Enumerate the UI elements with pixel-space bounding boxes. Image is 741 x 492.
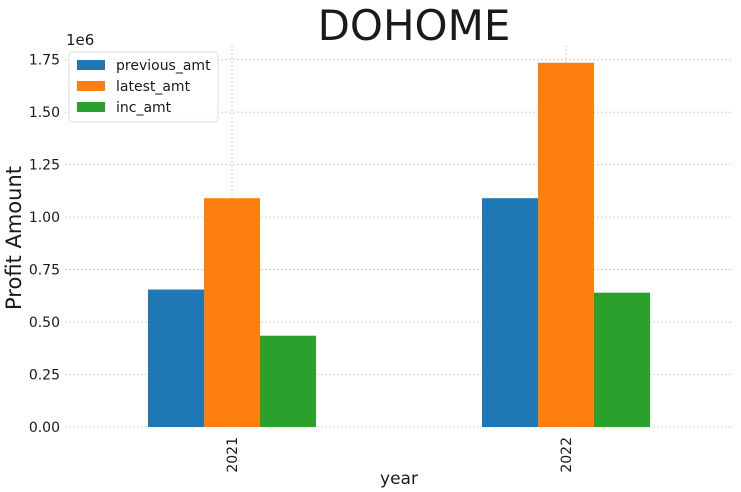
x-axis-label: year: [380, 469, 418, 489]
bar-previous_amt-2022: [482, 198, 538, 427]
y-tick-label: 0.50: [29, 315, 60, 331]
legend-box: [68, 51, 219, 123]
legend-label-latest_amt: latest_amt: [116, 79, 191, 95]
chart-title: DOHOME: [318, 1, 511, 50]
legend-swatch-latest_amt: [77, 81, 105, 91]
legend-swatch-previous_amt: [77, 60, 105, 70]
y-offset-label: 1e6: [66, 31, 94, 49]
legend-swatch-inc_amt: [77, 102, 105, 112]
y-tick-label: 1.00: [29, 210, 60, 226]
y-tick-label: 1.50: [29, 105, 60, 121]
bars: [148, 62, 650, 427]
legend: previous_amt latest_amt inc_amt: [68, 51, 219, 123]
legend-label-inc_amt: inc_amt: [116, 100, 172, 116]
x-tick-label: 2021: [225, 437, 241, 473]
bar-previous_amt-2021: [148, 289, 204, 427]
y-axis-ticks: 0.00 0.25 0.50 0.75 1.00 1.25 1.50 1.75: [29, 53, 60, 436]
y-tick-label: 0.75: [29, 263, 60, 279]
legend-label-previous_amt: previous_amt: [116, 58, 211, 74]
y-axis-label: Profit Amount: [2, 166, 26, 310]
y-tick-label: 1.75: [29, 53, 60, 69]
y-tick-label: 0.25: [29, 368, 60, 384]
y-tick-label: 1.25: [29, 158, 60, 174]
y-tick-label: 0.00: [29, 420, 60, 436]
bar-inc_amt-2022: [594, 292, 650, 427]
x-tick-label: 2022: [559, 437, 575, 473]
bar-inc_amt-2021: [260, 335, 316, 427]
x-axis-ticks: 2021 2022: [225, 437, 575, 473]
bar-latest_amt-2021: [204, 198, 260, 427]
